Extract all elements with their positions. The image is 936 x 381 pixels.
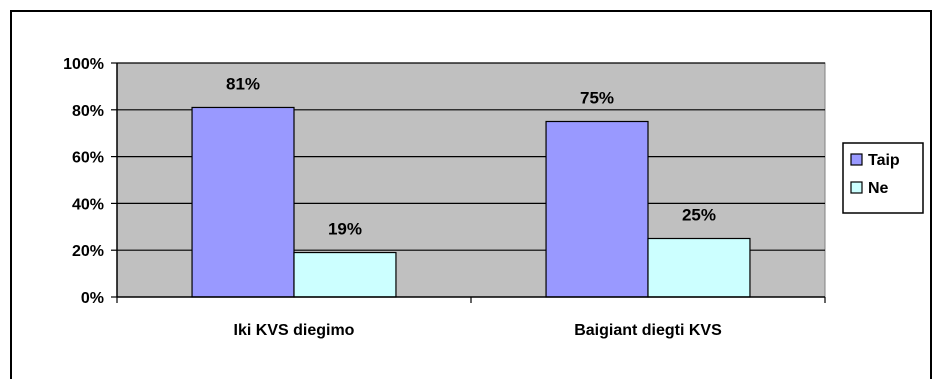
legend-label-taip: Taip bbox=[868, 152, 900, 169]
bars bbox=[191, 106, 751, 298]
x-category-label: Iki KVS diegimo bbox=[234, 322, 355, 339]
axes bbox=[111, 62, 826, 303]
legend-swatch-ne bbox=[850, 181, 863, 194]
legend-label-ne: Ne bbox=[868, 180, 889, 197]
bar-ne-0 bbox=[293, 251, 397, 298]
bar-taip-0 bbox=[191, 106, 295, 298]
data-label: 19% bbox=[328, 220, 362, 239]
y-tick-label: 80% bbox=[72, 103, 104, 120]
y-tick-label: 0% bbox=[81, 290, 104, 307]
y-tick-label: 20% bbox=[72, 243, 104, 260]
bar-taip-1 bbox=[545, 120, 649, 298]
y-tick-label: 100% bbox=[63, 56, 104, 73]
y-tick-label: 40% bbox=[72, 196, 104, 213]
data-label: 25% bbox=[682, 206, 716, 225]
data-label: 81% bbox=[226, 74, 260, 93]
chart-frame bbox=[10, 10, 932, 379]
legend-swatch-taip bbox=[850, 153, 863, 166]
data-labels: 81% 19% 75% 25% bbox=[226, 74, 716, 238]
y-tick-label: 60% bbox=[72, 150, 104, 167]
y-tick-labels: 0% 20% 40% 60% 80% 100% bbox=[63, 56, 104, 307]
bar-ne-1 bbox=[647, 237, 751, 298]
legend: Taip Ne bbox=[842, 142, 924, 214]
x-category-labels: Iki KVS diegimo Baigiant diegti KVS bbox=[234, 322, 723, 339]
data-label: 75% bbox=[580, 89, 614, 108]
x-category-label: Baigiant diegti KVS bbox=[574, 322, 722, 339]
